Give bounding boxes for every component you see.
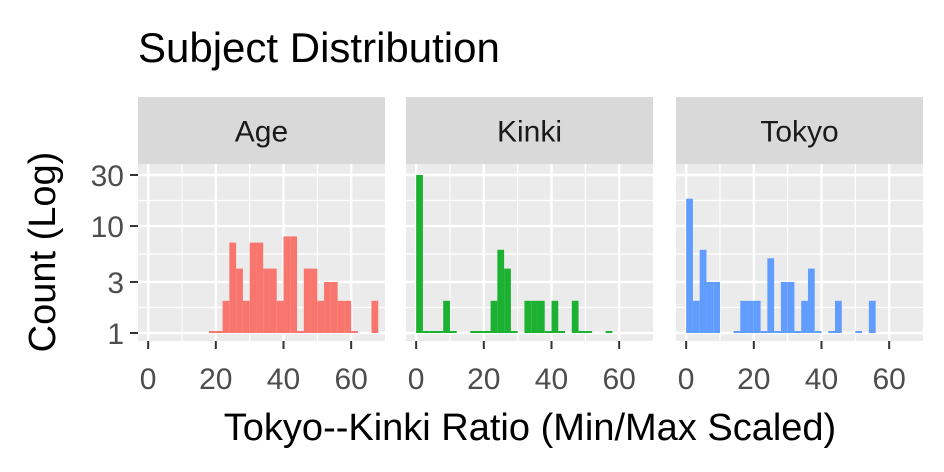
histogram-bar [855,331,863,333]
histogram-bar [371,300,379,333]
histogram-bar [449,331,457,333]
x-tick-label: 0 [140,363,157,396]
histogram-bar [794,331,802,333]
x-tick-label: 60 [602,363,635,396]
y-tick-label: 30 [91,160,124,193]
histogram-bar [330,281,338,333]
histogram-bar [337,300,345,333]
histogram-bar [276,300,284,333]
histogram-bar [290,236,298,333]
x-tick-label: 20 [467,363,500,396]
histogram-bar [256,242,264,333]
histogram-bar [787,281,795,333]
histogram-bar [416,175,423,333]
histogram-bar [317,300,325,333]
histogram-bar [537,300,545,333]
histogram-bar [477,331,484,333]
histogram-bar [578,331,586,333]
histogram-bar [740,300,748,333]
x-tick-label: 60 [334,363,367,396]
histogram-bar [531,300,538,333]
facet-strip-label: Tokyo [760,116,838,149]
histogram-bar [760,331,768,333]
x-tick-label: 20 [737,363,770,396]
histogram-bar [269,268,277,333]
histogram-bar [497,249,505,333]
histogram-bar [551,300,559,333]
histogram-bar [310,268,318,333]
histogram-bar [422,331,430,333]
histogram-bar [713,281,720,333]
facet-panel-kinki: Kinki 0 20 40 60 [406,97,653,396]
histogram-bar [297,331,304,333]
histogram-bar [490,300,498,333]
histogram-bar [814,331,822,333]
histogram-bar [753,300,761,333]
histogram-bar [699,249,707,333]
x-tick-label: 0 [408,363,425,396]
histogram-bar [605,331,613,333]
histogram-bar [686,198,693,333]
y-tick-label: 10 [91,211,124,244]
facet-strip-label: Kinki [497,116,562,149]
chart-title: Subject Distribution [138,24,500,71]
facet-strip [406,97,653,164]
histogram-bar [236,268,243,333]
histogram-bar [807,268,815,333]
histogram-bar [585,331,593,333]
y-tick-label: 3 [107,267,124,300]
histogram-bar [510,331,518,333]
histogram-bar [429,331,437,333]
x-tick-label: 60 [872,363,905,396]
histogram-bar [263,268,270,333]
x-tick-label: 40 [805,363,838,396]
histogram-bar [443,300,450,333]
histogram-bar [733,331,741,333]
histogram-bar [283,236,291,333]
y-axis-title: Count (Log) [22,152,64,353]
histogram-bar [767,258,775,333]
x-tick-label: 20 [199,363,232,396]
histogram-bar [780,281,788,333]
x-tick-label: 40 [535,363,568,396]
histogram-bar [303,268,311,333]
histogram-bar [209,331,216,333]
histogram-bar [571,300,579,333]
histogram-bar [436,331,444,333]
histogram-bar [222,300,230,333]
histogram-bar [215,331,223,333]
x-tick-label: 40 [267,363,300,396]
histogram-bar [544,331,552,333]
histogram-bar [747,300,754,333]
histogram-bar [692,300,700,333]
facet-strip [676,97,923,164]
histogram-bar [558,331,566,333]
histogram-bar [344,300,352,333]
histogram-bar [324,281,331,333]
histogram-bar [835,300,842,333]
histogram-bar [801,300,808,333]
x-axis-title: Tokyo--Kinki Ratio (Min/Max Scaled) [224,407,836,449]
facet-panel-tokyo: Tokyo 0 20 40 60 [676,97,923,396]
plot-layer: 1 3 10 30 Age 0 20 40 60 Kinki 0 20 40 60 Tokyo 0 20 40 60 [91,97,923,396]
x-tick-label: 0 [678,363,695,396]
histogram-bar [774,331,781,333]
histogram-bar [470,331,478,333]
histogram-bar [706,281,714,333]
histogram-bar [351,331,358,333]
histogram-bar [504,268,511,333]
facet-strip-label: Age [235,116,288,149]
histogram-bar [524,300,532,333]
y-tick-label: 1 [107,318,124,351]
histogram-bar [249,242,257,333]
histogram-bar [828,331,836,333]
histogram-bar [242,300,250,333]
histogram-bar [483,331,491,333]
histogram-bar [868,300,876,333]
histogram-bar [229,242,237,333]
facet-panel-age: Age 0 20 40 60 [138,97,385,396]
facet-strip [138,97,385,164]
